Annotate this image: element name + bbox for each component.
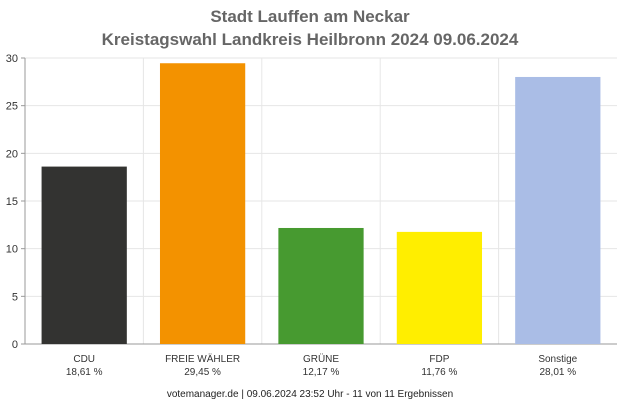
y-tick-label: 5 — [12, 291, 18, 303]
x-value-label: 28,01 % — [539, 367, 576, 378]
x-value-label: 12,17 % — [303, 367, 340, 378]
x-category-label: FDP — [429, 354, 449, 365]
chart-title-line-2: Kreistagswahl Landkreis Heilbronn 2024 0… — [101, 30, 519, 49]
y-tick-label: 20 — [6, 148, 18, 160]
bar — [396, 231, 483, 344]
x-category-label: FREIE WÄHLER — [165, 353, 240, 365]
y-tick-label: 15 — [6, 196, 18, 208]
x-category-label: CDU — [73, 354, 95, 365]
y-tick-label: 25 — [6, 101, 18, 113]
bar — [278, 227, 364, 344]
chart-title-line-1: Stadt Lauffen am Neckar — [210, 7, 410, 26]
bar — [515, 76, 601, 344]
x-value-label: 29,45 % — [184, 367, 221, 378]
y-tick-label: 0 — [12, 339, 18, 351]
bar-chart: 0 5 10 15 20 25 30 CDU 18,61 % FREIE WÄHLER 29,45 … — [6, 53, 617, 378]
x-value-label: 11,76 % — [421, 367, 457, 378]
y-tick-label: 10 — [6, 244, 18, 256]
x-category-label: GRÜNE — [303, 353, 339, 365]
y-tick-label: 30 — [6, 53, 18, 65]
footer-source: votemanager.de | 09.06.2024 23:52 Uhr - … — [166, 389, 454, 400]
x-value-label: 18,61 % — [66, 367, 103, 378]
bar — [41, 166, 127, 344]
bar — [159, 63, 246, 344]
x-category-label: Sonstige — [538, 354, 577, 365]
